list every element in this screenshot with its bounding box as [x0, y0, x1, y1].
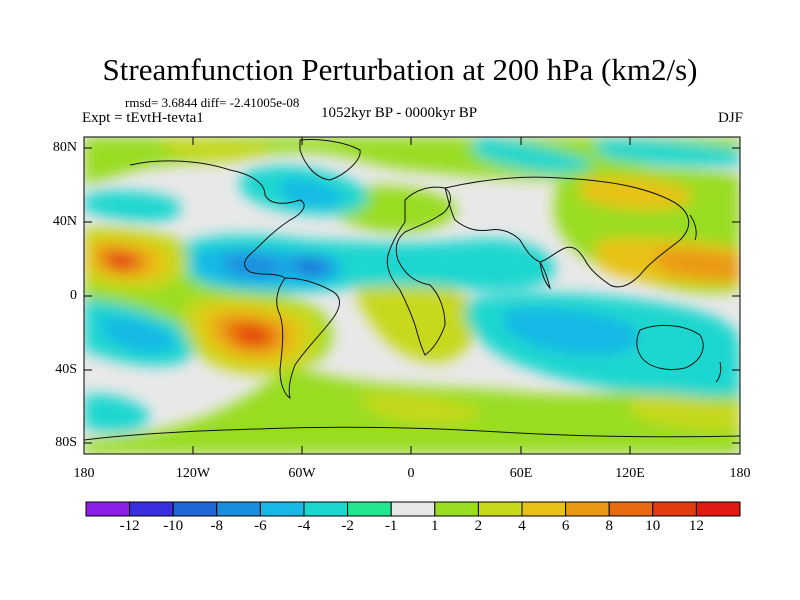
coast-antarctica — [84, 426, 740, 441]
negative-region-indian-ocean-core — [502, 308, 638, 355]
coast-north-america — [129, 160, 305, 279]
lon-label-0: 0 — [407, 466, 415, 481]
coast-asia — [444, 176, 690, 288]
colorbar-label: 6 — [561, 518, 570, 534]
colorbar-label: 1 — [431, 518, 439, 534]
colorbar-swatch — [477, 501, 523, 517]
coast-new-zealand — [715, 361, 722, 383]
positive-center-east-pacific-2 — [655, 249, 740, 281]
colorbar-swatch — [85, 501, 131, 517]
lat-label-0: 0 — [70, 288, 77, 303]
positive-center-arctic-north-america — [160, 139, 271, 160]
lon-label-120e: 120E — [615, 466, 645, 481]
colorbar-swatch — [303, 501, 349, 517]
positive-center-antarctic-pacific — [628, 394, 740, 431]
axis-ticks — [84, 137, 740, 454]
coast-india — [539, 261, 551, 290]
coast-australia — [636, 325, 704, 371]
positive-center-southern-ocean — [360, 394, 481, 424]
colorbar-label: -10 — [163, 518, 184, 534]
colorbar-label: -2 — [341, 518, 354, 534]
colorbar-label: -4 — [297, 518, 311, 534]
colorbar-swatch — [521, 501, 567, 517]
negative-region-siberia — [595, 139, 740, 167]
colorbar-label: 4 — [518, 518, 526, 534]
colorbar-label: 8 — [605, 518, 613, 534]
negative-region-arctic — [470, 137, 593, 173]
plot-title: Streamfunction Perturbation at 200 hPa (… — [102, 52, 698, 87]
colorbar-swatch — [390, 501, 436, 517]
colorbar-swatch — [216, 501, 261, 517]
colorbar-label: -6 — [254, 518, 267, 534]
colorbar-swatch — [652, 501, 697, 517]
colorbar-swatch — [172, 501, 218, 517]
lat-label-40s: 40S — [55, 362, 77, 377]
colorbar-label: -8 — [210, 518, 224, 534]
coastlines — [84, 139, 740, 441]
coast-japan — [689, 214, 697, 241]
positive-band-indian — [355, 269, 479, 363]
period-label: 1052kyr BP - 0000kyr BP — [321, 105, 478, 121]
colorbar-swatch — [608, 501, 654, 517]
colorbar-swatch — [565, 501, 610, 517]
lat-label-80s: 80S — [55, 435, 77, 450]
negative-region-south-pacific-core — [100, 317, 176, 352]
season-label: DJF — [717, 110, 743, 126]
negative-region-north-pacific — [84, 190, 181, 222]
lat-label-40n: 40N — [52, 214, 77, 229]
contour-field — [84, 137, 740, 454]
lon-label-60e: 60E — [509, 466, 533, 481]
experiment-label: Expt = tEvtH-tevta1 — [82, 110, 204, 126]
lon-label-180e: 180 — [729, 466, 751, 481]
coast-south-america — [276, 277, 340, 400]
positive-center-siberia — [580, 176, 693, 210]
positive-center-south-america-5 — [240, 326, 268, 344]
negative-region-mexico — [224, 252, 286, 278]
lon-label-180w: 180 — [73, 466, 95, 481]
lon-label-60w: 60W — [288, 466, 316, 481]
colorbar-swatch — [347, 501, 392, 517]
coast-greenland — [299, 139, 361, 181]
colorbar-swatch — [695, 501, 741, 517]
lat-label-80n: 80N — [52, 140, 77, 155]
negative-region-amazon — [298, 261, 328, 274]
colorbar-label: -12 — [119, 518, 140, 534]
colorbar-swatch — [259, 501, 305, 517]
coast-europe-africa — [386, 186, 451, 356]
colorbar-label: -1 — [384, 518, 398, 534]
lon-label-120w: 120W — [175, 466, 211, 481]
stats-label: rmsd= 3.6844 diff= -2.41005e-08 — [125, 95, 300, 110]
colorbar — [85, 501, 741, 517]
colorbar-label: 10 — [645, 518, 661, 534]
colorbar-swatch — [434, 501, 479, 517]
colorbar-label: 12 — [688, 518, 704, 534]
colorbar-label: 2 — [474, 518, 483, 534]
colorbar-swatch — [129, 501, 174, 517]
negative-region-antarctic — [84, 394, 150, 432]
positive-center-central-pacific-5 — [110, 254, 134, 268]
